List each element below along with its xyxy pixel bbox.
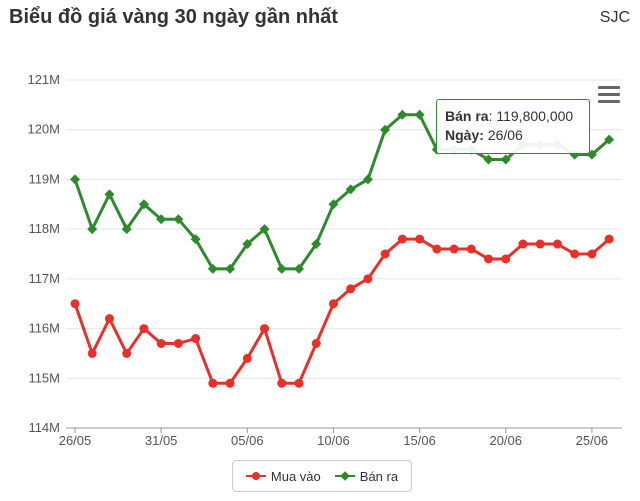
legend: Mua vào Bán ra — [232, 460, 412, 492]
x-tick-label: 15/06 — [403, 433, 436, 448]
data-point — [156, 214, 167, 225]
data-point — [604, 234, 614, 244]
data-point — [260, 324, 270, 334]
data-point — [191, 334, 201, 344]
tooltip-series-label: Bán ra — [445, 108, 489, 124]
data-point — [156, 338, 166, 348]
data-point — [311, 239, 322, 250]
data-point — [380, 249, 390, 259]
x-tick-label: 05/06 — [231, 433, 264, 448]
y-tick-label: 115M — [28, 370, 60, 385]
tooltip-value: 119,800,000 — [496, 108, 574, 124]
y-tick-label: 117M — [28, 271, 60, 286]
series-line — [73, 237, 611, 385]
data-point — [397, 234, 407, 244]
data-point — [311, 338, 321, 348]
data-point — [225, 263, 236, 274]
data-point — [173, 338, 183, 348]
data-point — [208, 378, 218, 388]
data-point — [87, 224, 98, 235]
data-point — [276, 263, 287, 274]
series-mua-vao — [70, 234, 614, 388]
y-tick-label: 121M — [27, 72, 60, 87]
data-point — [570, 249, 580, 259]
data-point — [139, 324, 149, 334]
legend-item-ban-ra[interactable]: Bán ra — [334, 468, 399, 484]
x-tick-label: 26/05 — [59, 433, 92, 448]
data-point — [380, 124, 391, 135]
data-point — [138, 199, 149, 210]
data-point — [449, 244, 459, 254]
data-point — [587, 249, 597, 259]
data-point — [259, 224, 270, 235]
x-axis-ticks: 26/05 31/05 05/06 10/06 15/06 20/06 25/06 — [59, 428, 608, 448]
data-point — [328, 199, 339, 210]
legend-label-mua-vao: Mua vào — [270, 468, 321, 484]
y-tick-label: 116M — [28, 321, 60, 336]
data-point — [104, 189, 115, 200]
page-title: Biểu đồ giá vàng 30 ngày gần nhất — [9, 6, 338, 28]
data-point — [122, 348, 132, 358]
data-point — [104, 314, 114, 324]
y-tick-label: 118M — [28, 221, 60, 236]
data-point — [604, 134, 615, 145]
data-point — [363, 274, 373, 284]
y-tick-label: 120M — [27, 122, 60, 137]
data-point — [293, 263, 304, 274]
x-tick-label: 10/06 — [317, 433, 350, 448]
tooltip: Bán ra: 119,800,000 Ngày: 26/06 — [436, 99, 590, 154]
data-point — [518, 239, 528, 249]
legend-circle-icon — [245, 471, 266, 481]
brand-label: SJC — [599, 9, 630, 26]
x-tick-label: 20/06 — [489, 433, 522, 448]
data-point — [277, 378, 287, 388]
data-point — [415, 234, 425, 244]
tooltip-date-value: 26/06 — [487, 127, 523, 143]
data-point — [346, 284, 356, 294]
data-point — [70, 174, 80, 185]
data-point — [432, 244, 442, 254]
data-point — [500, 154, 511, 165]
legend-item-mua-vao[interactable]: Mua vào — [245, 468, 321, 484]
data-point — [484, 254, 494, 264]
data-point — [242, 239, 253, 250]
data-point — [345, 184, 356, 195]
y-axis-ticks: 114M 115M 116M 117M 118M 119M 120M 121M — [27, 72, 60, 435]
data-point — [483, 154, 494, 165]
data-point — [535, 239, 545, 249]
x-tick-label: 31/05 — [145, 433, 178, 448]
data-point — [70, 299, 80, 309]
data-point — [173, 214, 184, 225]
data-point — [397, 109, 408, 120]
legend-label-ban-ra: Bán ra — [359, 468, 399, 484]
data-point — [552, 239, 562, 249]
data-point — [121, 224, 132, 235]
tooltip-date-label: Ngày: — [445, 127, 484, 143]
data-point — [466, 244, 476, 254]
data-point — [242, 353, 252, 363]
data-point — [328, 299, 338, 309]
data-point — [362, 174, 373, 185]
y-tick-label: 119M — [28, 171, 60, 186]
data-point — [87, 348, 97, 358]
data-point — [414, 109, 425, 120]
data-point — [501, 254, 511, 264]
x-tick-label: 25/06 — [576, 433, 609, 448]
data-point — [207, 263, 218, 274]
legend-diamond-icon — [334, 471, 355, 481]
data-point — [190, 234, 201, 245]
y-tick-label: 114M — [28, 420, 60, 435]
data-point — [225, 378, 235, 388]
chart-menu-icon[interactable] — [598, 86, 620, 104]
data-point — [294, 378, 304, 388]
